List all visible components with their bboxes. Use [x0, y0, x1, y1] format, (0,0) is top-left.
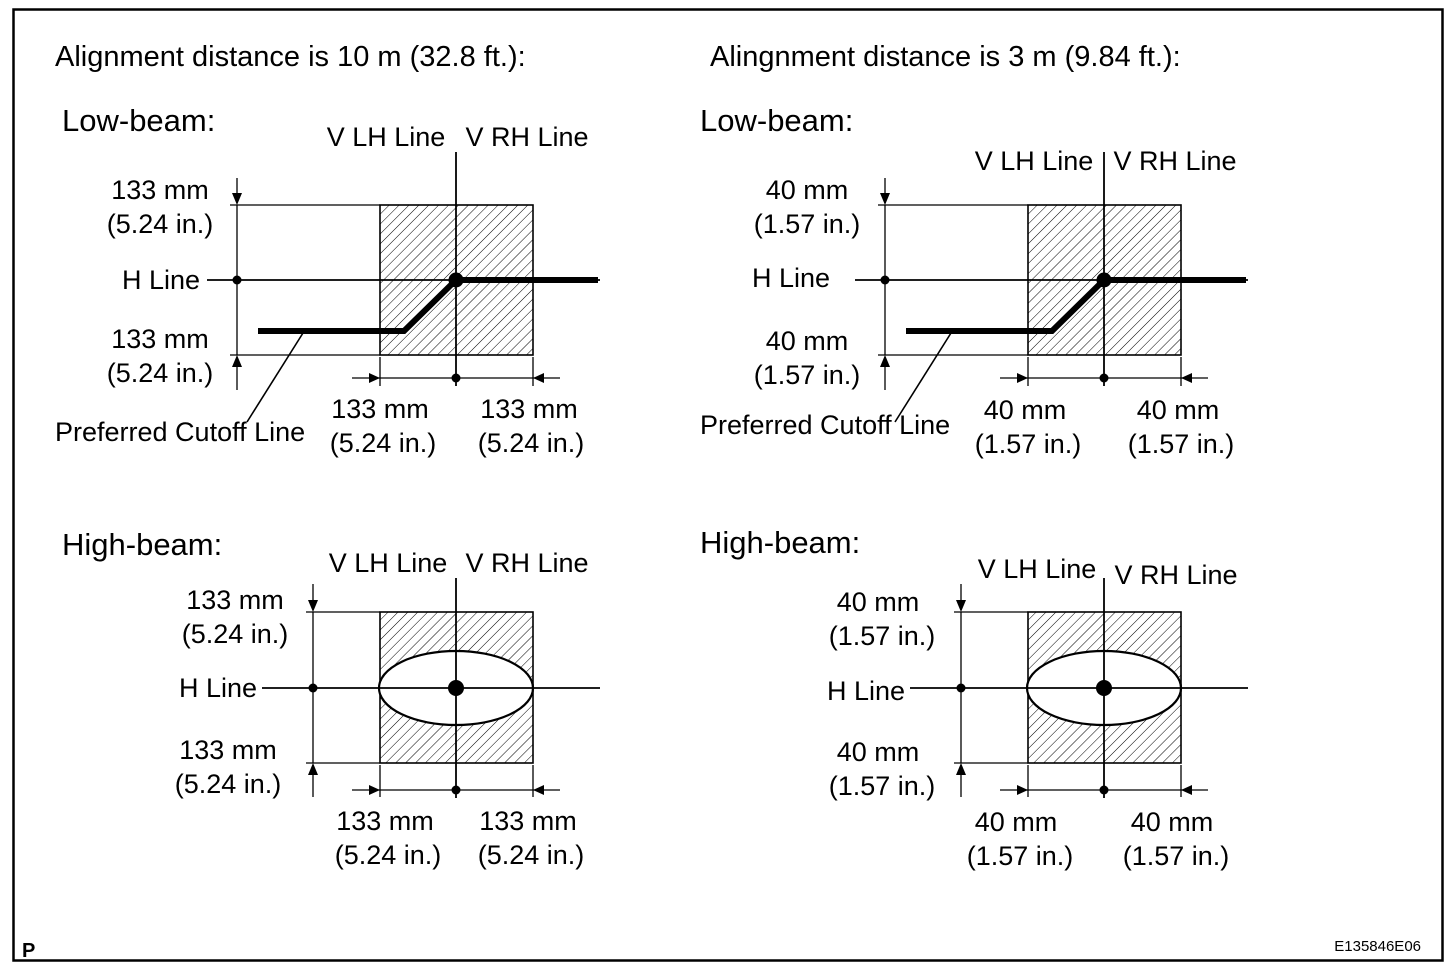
dim-left-mm: 40 mm: [975, 807, 1058, 837]
preferred-cutoff-line-label: Preferred Cutoff Line: [55, 417, 305, 447]
low-beam-linework-left: [207, 152, 600, 422]
v-lh-line-label: V LH Line: [329, 548, 448, 578]
dim-bottom-in: (1.57 in.): [754, 360, 861, 390]
v-lh-line-label: V LH Line: [327, 122, 446, 152]
dim-right-in: (1.57 in.): [1128, 429, 1235, 459]
dim-top-in: (5.24 in.): [107, 209, 214, 239]
dim-top-mm: 40 mm: [766, 175, 849, 205]
dim-left-in: (1.57 in.): [975, 429, 1082, 459]
v-lh-line-label: V LH Line: [975, 146, 1094, 176]
dim-top-in: (5.24 in.): [182, 619, 289, 649]
low-beam-diagram-3m: Low-beam: V LH Line V RH Line 40 mm (1.5…: [700, 103, 1248, 459]
column-header-10m: Alignment distance is 10 m (32.8 ft.):: [55, 41, 526, 73]
high-beam-heading: High-beam:: [62, 527, 222, 562]
v-rh-line-label: V RH Line: [1114, 560, 1237, 590]
page-marker: P: [22, 940, 35, 962]
dim-bottom-mm: 133 mm: [111, 324, 209, 354]
figure-code: E135846E06: [1334, 938, 1421, 955]
h-line-label: H Line: [122, 265, 200, 295]
dim-right-mm: 40 mm: [1131, 807, 1214, 837]
dim-top-mm: 133 mm: [186, 585, 284, 615]
dim-left-mm: 133 mm: [336, 806, 434, 836]
h-line-label: H Line: [752, 263, 830, 293]
dim-top-in: (1.57 in.): [754, 209, 861, 239]
v-rh-line-label: V RH Line: [465, 122, 588, 152]
dim-bottom-in: (5.24 in.): [107, 358, 214, 388]
column-header-3m: Alingnment distance is 3 m (9.84 ft.):: [710, 41, 1181, 73]
dim-left-mm: 40 mm: [984, 395, 1067, 425]
h-line-label: H Line: [827, 676, 905, 706]
high-beam-linework-left: [260, 576, 602, 800]
page-border: [12, 8, 1444, 962]
preferred-cutoff-line-label: Preferred Cutoff Line: [700, 410, 950, 440]
dim-bottom-in: (5.24 in.): [175, 769, 282, 799]
dim-top-in: (1.57 in.): [829, 621, 936, 651]
low-beam-linework-right: [855, 152, 1248, 422]
high-beam-diagram-10m: High-beam: V LH Line V RH Line 133 mm (5…: [62, 527, 602, 870]
low-beam-diagram-10m: Low-beam: V LH Line V RH Line 133 mm (5.…: [55, 103, 600, 458]
dim-bottom-mm: 40 mm: [766, 326, 849, 356]
v-lh-line-label: V LH Line: [978, 554, 1097, 584]
dim-right-mm: 133 mm: [479, 806, 577, 836]
v-rh-line-label: V RH Line: [1113, 146, 1236, 176]
dim-right-mm: 40 mm: [1137, 395, 1220, 425]
low-beam-heading: Low-beam:: [700, 103, 853, 138]
high-beam-linework-right: [908, 576, 1250, 800]
dim-left-in: (1.57 in.): [967, 841, 1074, 871]
dim-left-in: (5.24 in.): [335, 840, 442, 870]
dim-top-mm: 40 mm: [837, 587, 920, 617]
h-line-label: H Line: [179, 673, 257, 703]
dim-left-in: (5.24 in.): [330, 428, 437, 458]
dim-right-mm: 133 mm: [480, 394, 578, 424]
v-rh-line-label: V RH Line: [465, 548, 588, 578]
low-beam-heading: Low-beam:: [62, 103, 215, 138]
dim-bottom-in: (1.57 in.): [829, 771, 936, 801]
dim-top-mm: 133 mm: [111, 175, 209, 205]
dim-left-mm: 133 mm: [331, 394, 429, 424]
dim-bottom-mm: 40 mm: [837, 737, 920, 767]
dim-right-in: (5.24 in.): [478, 428, 585, 458]
dim-right-in: (1.57 in.): [1123, 841, 1230, 871]
high-beam-diagram-3m: High-beam: V LH Line V RH Line 40 mm (1.…: [700, 525, 1250, 871]
high-beam-heading: High-beam:: [700, 525, 860, 560]
dim-right-in: (5.24 in.): [478, 840, 585, 870]
dim-bottom-mm: 133 mm: [179, 735, 277, 765]
